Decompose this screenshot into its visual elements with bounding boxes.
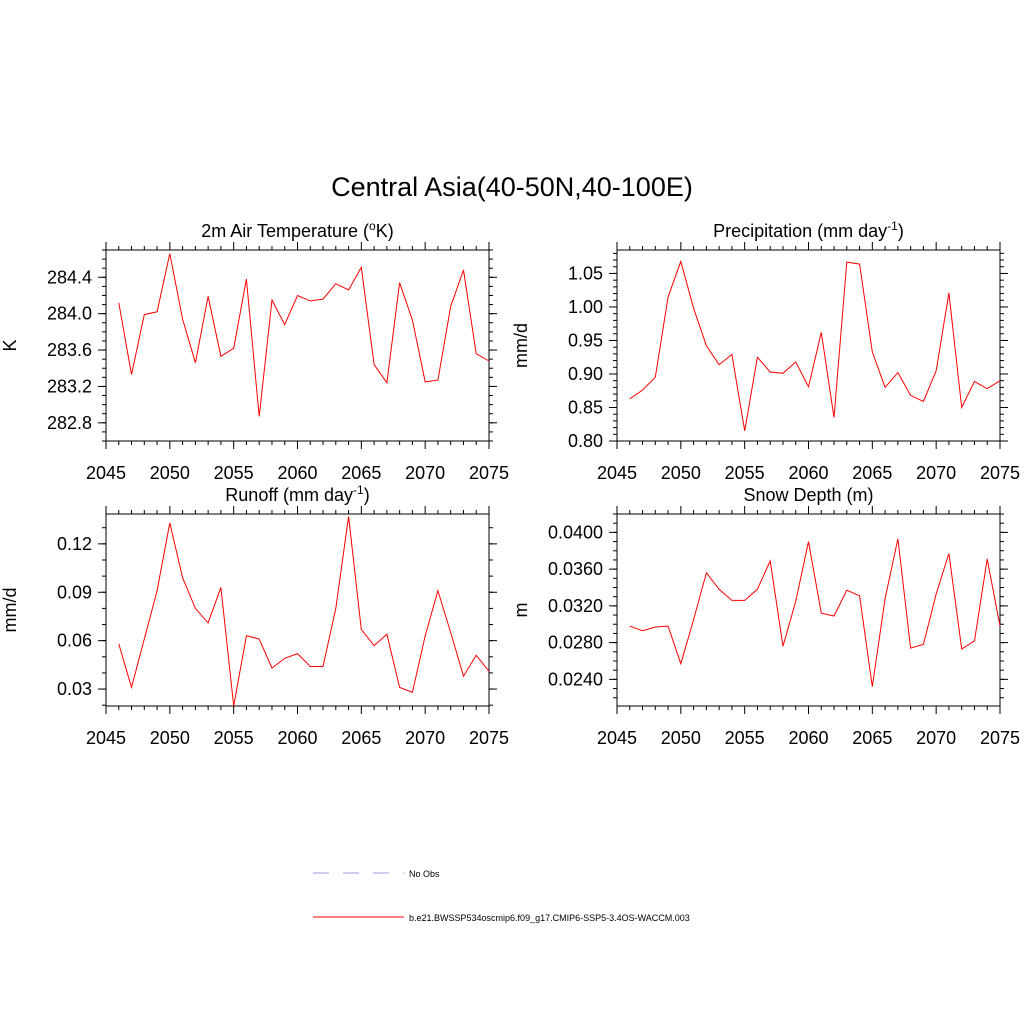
chart-precip-y-tick-label: 0.80 bbox=[568, 431, 603, 451]
chart-snow-x-tick-label: 2075 bbox=[980, 728, 1020, 748]
chart-runoff-y-tick-label: 0.03 bbox=[57, 679, 92, 699]
chart-snow-y-tick-label: 0.0280 bbox=[548, 633, 603, 653]
chart-precip-y-axis-label: mm/d bbox=[511, 323, 531, 368]
chart-temp-y-tick-label: 283.2 bbox=[47, 376, 92, 396]
chart-temp-title-superscript: o bbox=[369, 219, 376, 233]
chart-runoff-x-tick-label: 2045 bbox=[86, 728, 126, 748]
chart-temp-y-tick-label: 284.0 bbox=[47, 304, 92, 324]
chart-temp-x-tick-label: 2070 bbox=[405, 463, 445, 483]
chart-precip-x-tick-label: 2065 bbox=[852, 463, 892, 483]
chart-snow-x-tick-label: 2055 bbox=[725, 728, 765, 748]
chart-snow-series-line-0 bbox=[629, 538, 1001, 687]
chart-runoff-x-tick-label: 2075 bbox=[469, 728, 509, 748]
chart-precip-y-tick-label: 1.00 bbox=[568, 297, 603, 317]
chart-precip-x-tick-label: 2050 bbox=[661, 463, 701, 483]
chart-precip-y-tick-label: 0.95 bbox=[568, 330, 603, 350]
chart-precip-series-line-0 bbox=[629, 259, 1001, 431]
chart-runoff-x-tick-label: 2065 bbox=[341, 728, 381, 748]
chart-temp-x-tick-label: 2050 bbox=[150, 463, 190, 483]
panel-runoff: Runoff (mm day-1) mm/d 2045 2050 2055 2060 206… bbox=[0, 483, 509, 748]
chart-precip-y-tick-label: 0.90 bbox=[568, 364, 603, 384]
chart-precip-x-tick-label: 2075 bbox=[980, 463, 1020, 483]
chart-runoff-title: Runoff (mm day-1) bbox=[225, 483, 369, 505]
chart-precip-x-tick-label: 2045 bbox=[597, 463, 637, 483]
chart-runoff-series-line-0 bbox=[118, 516, 490, 707]
chart-snow-y-tick-label: 0.0240 bbox=[548, 669, 603, 689]
chart-snow-y-axis-label: m bbox=[511, 603, 531, 618]
chart-runoff-title-end: ) bbox=[364, 485, 370, 505]
chart-temp-x-tick-label: 2055 bbox=[214, 463, 254, 483]
chart-temp-x-tick-label: 2060 bbox=[277, 463, 317, 483]
chart-runoff-y-tick-label: 0.12 bbox=[57, 534, 92, 554]
chart-precip-title: Precipitation (mm day-1) bbox=[713, 219, 904, 241]
chart-runoff-y-tick-label: 0.06 bbox=[57, 631, 92, 651]
panel-snow-depth: Snow Depth (m) m 2045 2050 2055 2060 2065 2070 2… bbox=[511, 485, 1020, 748]
chart-snow-x-tick-label: 2060 bbox=[788, 728, 828, 748]
chart-temp-series-line-0 bbox=[118, 253, 490, 417]
chart-runoff-plot-frame bbox=[105, 513, 490, 707]
chart-runoff-x-tick-label: 2060 bbox=[277, 728, 317, 748]
chart-temp-plot-frame bbox=[105, 249, 490, 442]
chart-runoff-title-superscript: -1 bbox=[353, 483, 364, 497]
chart-temp-y-axis-label: K bbox=[0, 339, 20, 351]
chart-snow-y-tick-label: 0.0360 bbox=[548, 559, 603, 579]
legend-label-no-obs: No Obs bbox=[409, 869, 440, 879]
chart-runoff-y-tick-label: 0.09 bbox=[57, 582, 92, 602]
chart-temp-title: 2m Air Temperature (oK) bbox=[201, 219, 393, 241]
chart-precip-x-tick-label: 2060 bbox=[788, 463, 828, 483]
chart-snow-x-tick-label: 2070 bbox=[916, 728, 956, 748]
chart-temp-y-tick-label: 284.4 bbox=[47, 267, 92, 287]
chart-temp-title-main: 2m Air Temperature ( bbox=[201, 221, 369, 241]
chart-temp-x-tick-label: 2075 bbox=[469, 463, 509, 483]
chart-runoff-x-tick-label: 2055 bbox=[214, 728, 254, 748]
legend: No Obs b.e21.BWSSP534oscmip6.f09_g17.CMI… bbox=[313, 869, 690, 923]
panel-air-temperature: 2m Air Temperature (oK) K 2045 2050 2055 2060… bbox=[0, 219, 509, 483]
chart-snow-x-tick-label: 2045 bbox=[597, 728, 637, 748]
chart-runoff-x-tick-label: 2050 bbox=[150, 728, 190, 748]
chart-precip-y-tick-label: 0.85 bbox=[568, 397, 603, 417]
chart-snow-x-tick-label: 2050 bbox=[661, 728, 701, 748]
chart-snow-y-tick-label: 0.0320 bbox=[548, 596, 603, 616]
chart-precip-title-superscript: -1 bbox=[887, 219, 898, 233]
chart-precip-x-tick-label: 2055 bbox=[725, 463, 765, 483]
chart-temp-x-tick-label: 2065 bbox=[341, 463, 381, 483]
chart-temp-title-end: K) bbox=[376, 221, 394, 241]
figure-title: Central Asia(40-50N,40-100E) bbox=[331, 172, 693, 202]
chart-temp-y-tick-label: 282.8 bbox=[47, 413, 92, 433]
chart-temp-y-tick-label: 283.6 bbox=[47, 340, 92, 360]
legend-label-model-run: b.e21.BWSSP534oscmip6.f09_g17.CMIP6-SSP5… bbox=[409, 913, 690, 923]
chart-snow-x-tick-label: 2065 bbox=[852, 728, 892, 748]
chart-precip-title-end: ) bbox=[898, 221, 904, 241]
chart-temp-x-tick-label: 2045 bbox=[86, 463, 126, 483]
panel-precipitation: Precipitation (mm day-1) mm/d 2045 2050 2055… bbox=[511, 219, 1020, 483]
chart-precip-title-main: Precipitation (mm day bbox=[713, 221, 887, 241]
chart-precip-x-tick-label: 2070 bbox=[916, 463, 956, 483]
chart-precip-y-tick-label: 1.05 bbox=[568, 263, 603, 283]
chart-snow-title: Snow Depth (m) bbox=[743, 485, 873, 505]
chart-runoff-y-axis-label: mm/d bbox=[0, 588, 20, 633]
chart-runoff-title-main: Runoff (mm day bbox=[225, 485, 353, 505]
chart-snow-title-main: Snow Depth (m) bbox=[743, 485, 873, 505]
chart-snow-y-tick-label: 0.0400 bbox=[548, 522, 603, 542]
chart-runoff-x-tick-label: 2070 bbox=[405, 728, 445, 748]
